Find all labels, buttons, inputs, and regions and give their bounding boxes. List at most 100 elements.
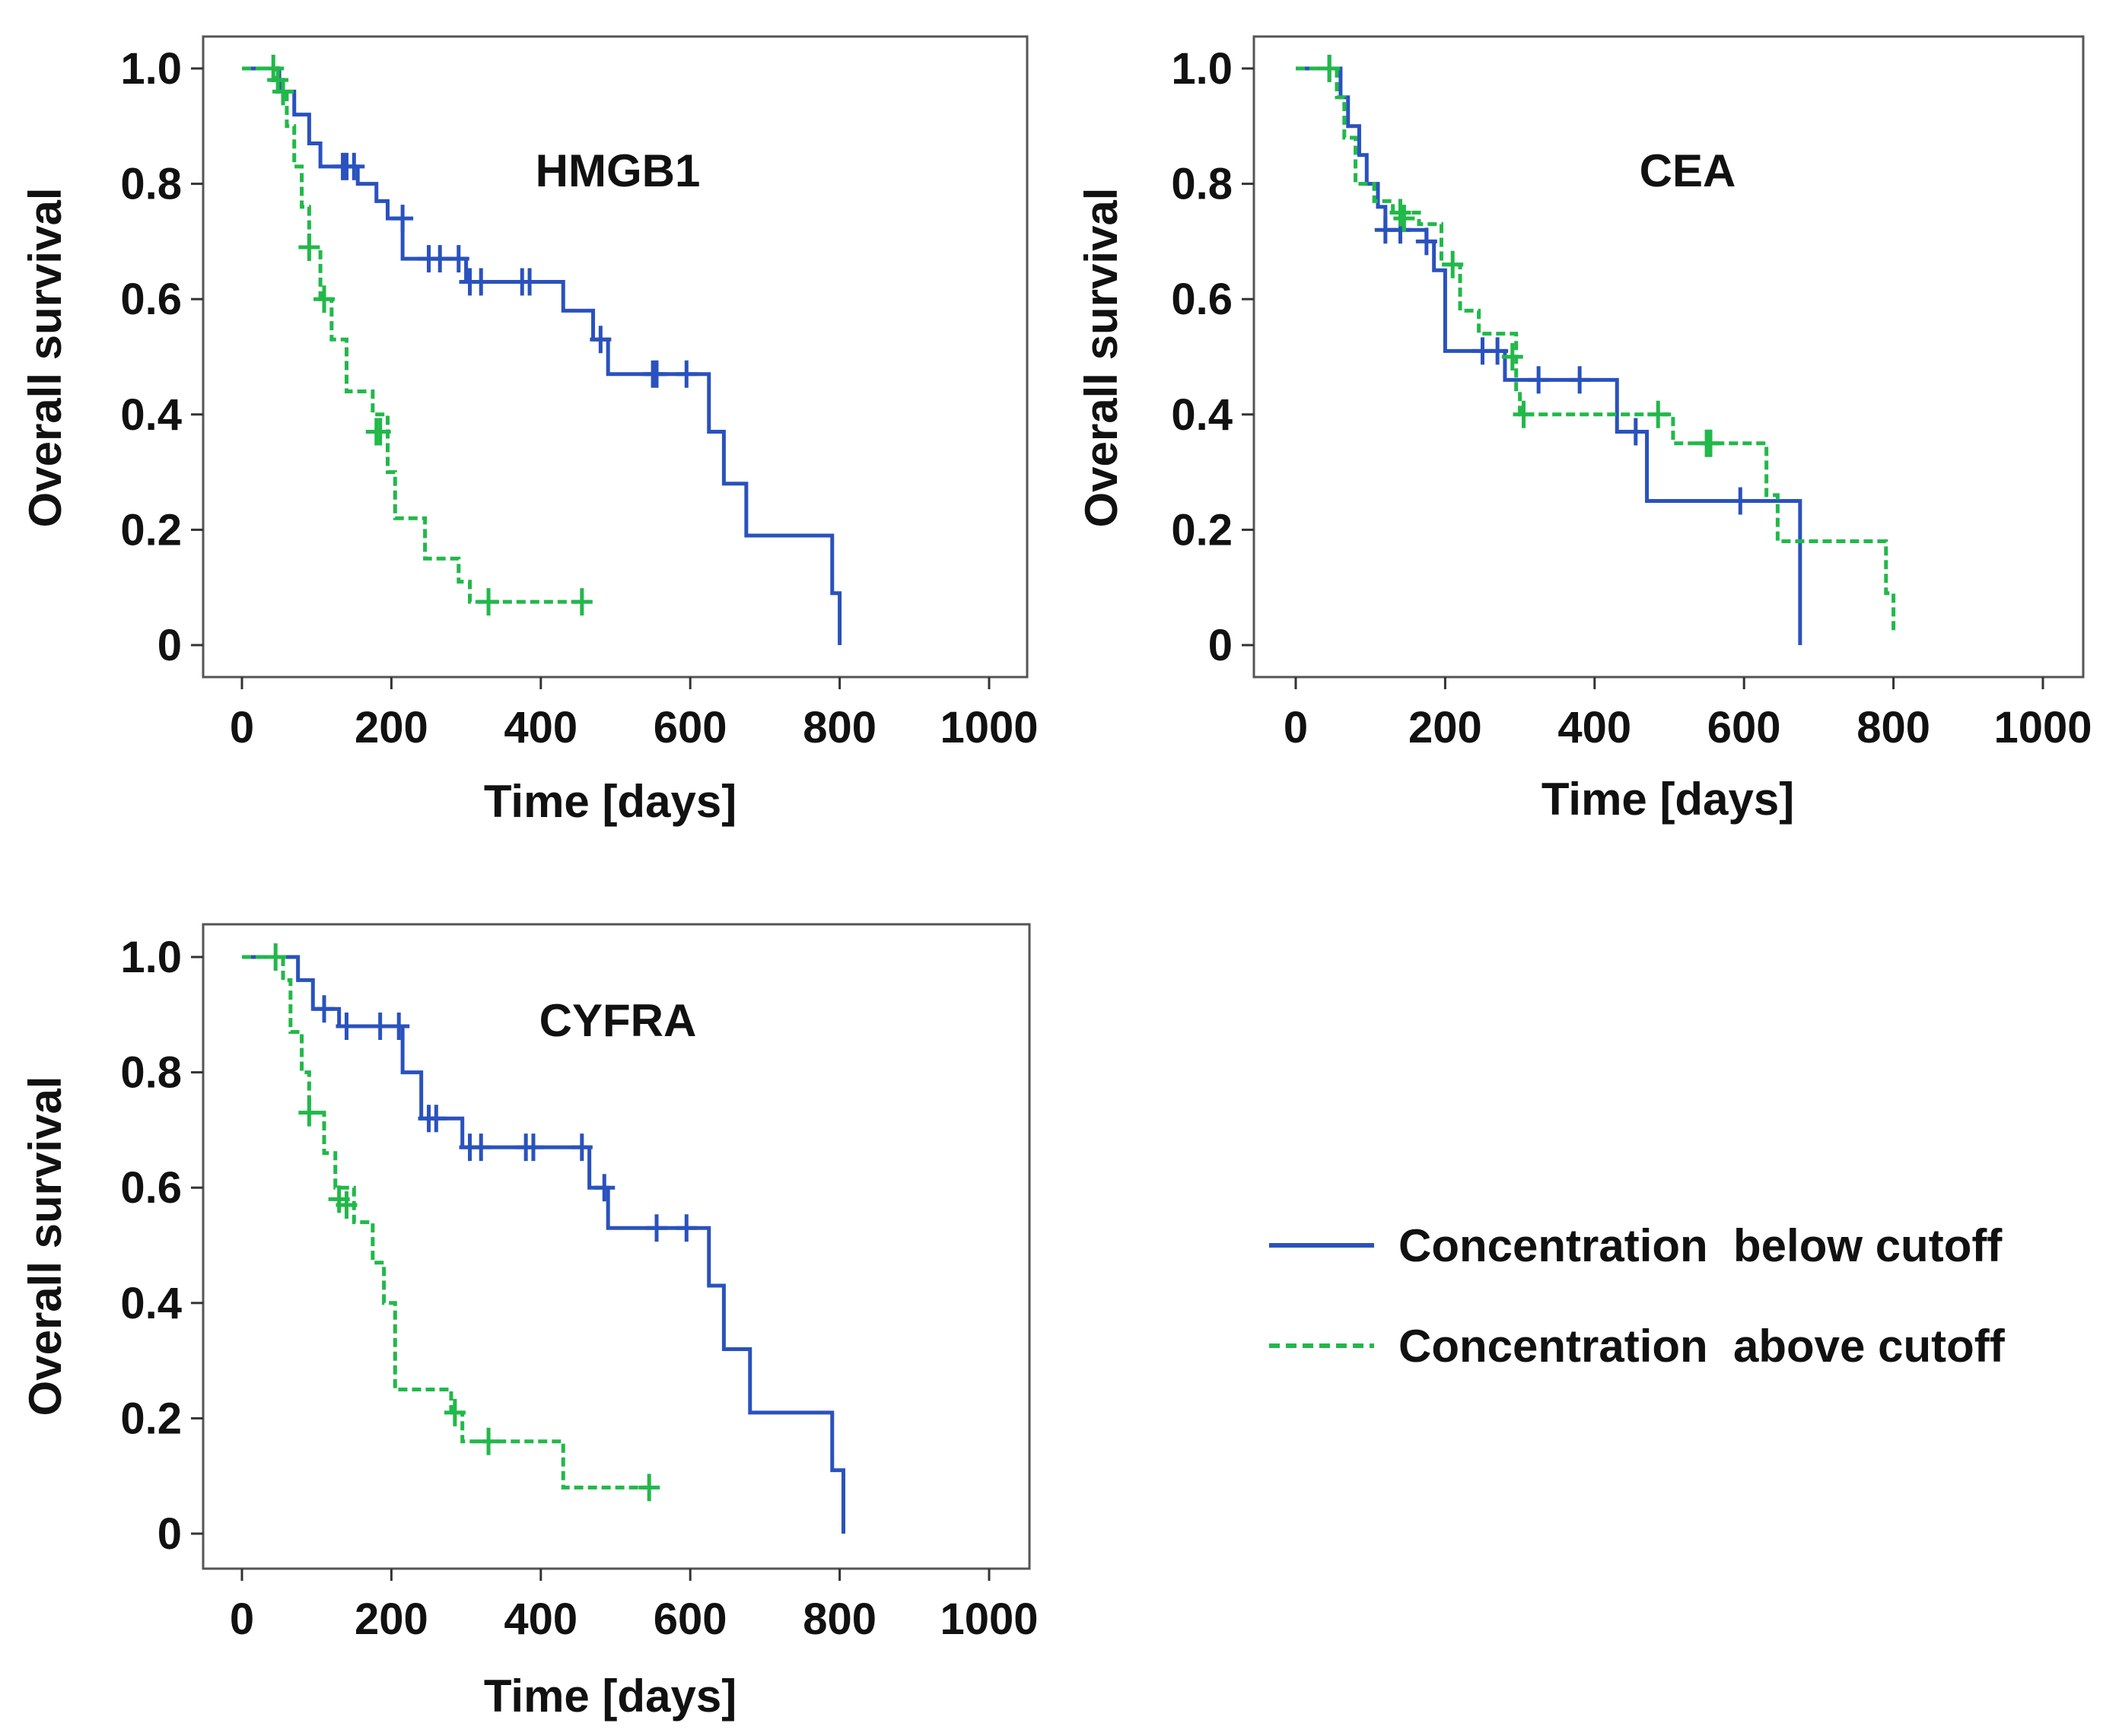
legend: Concentration below cutoff Concentration… xyxy=(1269,1220,2006,1372)
censor-mark-below xyxy=(369,1012,391,1040)
axis-ticks: 0 200 400 600 800 1000 0 0.2 0.4 0.6 0.8 1.0 xyxy=(120,933,1038,1644)
y-axis-title: Overall survival xyxy=(20,188,71,528)
axis-ticks: 0 200 400 600 800 1000 0 0.2 0.4 0.6 0.8 1.0 xyxy=(120,44,1038,752)
km-curves xyxy=(242,55,842,645)
censor-mark-above xyxy=(298,233,320,261)
censor-mark-above xyxy=(1513,400,1535,428)
censor-mark-below xyxy=(646,360,668,388)
panel-cea: 0 200 400 600 800 1000 0 0.2 0.4 0.6 0.8 1.0 CEA Ti… xyxy=(1076,35,2092,825)
censor-mark-below xyxy=(1487,337,1509,365)
x-tick-label: 0 xyxy=(230,1595,254,1644)
plot-frame xyxy=(202,923,1031,1570)
x-axis-title: Time [days] xyxy=(484,776,737,827)
x-axis-title: Time [days] xyxy=(484,1671,737,1722)
censor-mark-below xyxy=(522,1133,544,1162)
y-tick-label: 0.4 xyxy=(120,1279,182,1328)
censor-mark-above xyxy=(265,943,287,971)
x-tick-label: 400 xyxy=(504,703,577,752)
censor-mark-below xyxy=(590,326,612,354)
censor-mark-below xyxy=(519,268,541,296)
censor-mark-above xyxy=(444,1398,466,1426)
censor-mark-below xyxy=(1528,366,1550,394)
censor-mark-above xyxy=(336,1191,358,1219)
x-tick-label: 600 xyxy=(654,703,727,752)
series-line-above xyxy=(242,66,590,604)
x-tick-label: 0 xyxy=(1284,703,1308,752)
censor-mark-below xyxy=(429,245,451,273)
x-tick-label: 1000 xyxy=(1993,703,2092,752)
censor-mark-above xyxy=(1393,205,1415,233)
censor-mark-below xyxy=(1624,418,1646,446)
censor-mark-above xyxy=(1319,55,1341,82)
y-axis-title: Overall survival xyxy=(20,1076,71,1416)
censor-mark-below xyxy=(676,1214,698,1242)
censor-mark-below xyxy=(470,268,492,296)
y-tick-label: 0.6 xyxy=(1171,275,1233,324)
censor-mark-below xyxy=(425,1105,447,1133)
y-tick-label: 0.8 xyxy=(1171,160,1233,209)
x-tick-label: 200 xyxy=(355,703,428,752)
censor-mark-above xyxy=(262,55,285,82)
y-tick-label: 0.6 xyxy=(120,275,182,324)
censor-mark-above xyxy=(571,588,593,616)
plot-frame xyxy=(202,35,1029,679)
censor-mark-below xyxy=(392,205,414,233)
censor-mark-below xyxy=(336,1012,358,1040)
censor-mark-below xyxy=(1729,487,1751,515)
plot-frame xyxy=(1252,35,2085,679)
censor-mark-below xyxy=(343,152,365,180)
y-tick-label: 0.8 xyxy=(120,160,182,209)
censor-mark-below xyxy=(593,1174,616,1202)
y-tick-label: 1.0 xyxy=(1171,44,1233,94)
x-tick-label: 600 xyxy=(1707,703,1781,752)
y-axis-title: Overall survival xyxy=(1076,188,1127,528)
censor-mark-above xyxy=(1501,343,1523,370)
legend-label-above: Concentration above cutoff xyxy=(1398,1321,2006,1372)
y-tick-label: 0.6 xyxy=(120,1163,182,1213)
y-tick-label: 0.8 xyxy=(120,1048,182,1098)
x-axis-title: Time [days] xyxy=(1541,774,1794,825)
y-tick-label: 0 xyxy=(1208,621,1233,670)
x-tick-label: 800 xyxy=(1856,703,1930,752)
censor-mark-above xyxy=(369,418,391,446)
panel-title: CEA xyxy=(1640,145,1736,196)
x-tick-label: 600 xyxy=(654,1595,727,1644)
x-tick-label: 200 xyxy=(1408,703,1482,752)
censor-mark-above xyxy=(478,1427,500,1455)
y-tick-label: 0.2 xyxy=(1171,505,1233,555)
legend-label-below: Concentration below cutoff xyxy=(1398,1220,2003,1271)
censor-mark-below xyxy=(470,1133,492,1162)
censor-mark-above xyxy=(1442,250,1464,278)
y-tick-label: 0.4 xyxy=(1171,390,1233,440)
censor-mark-above xyxy=(267,66,289,94)
censor-mark-above xyxy=(313,285,336,313)
series-line-above xyxy=(1296,66,1896,634)
y-tick-label: 1.0 xyxy=(120,44,182,94)
x-tick-label: 200 xyxy=(355,1595,428,1644)
x-tick-label: 400 xyxy=(1557,703,1631,752)
axis-ticks: 0 200 400 600 800 1000 0 0.2 0.4 0.6 0.8 1.0 xyxy=(1171,44,2092,752)
x-tick-label: 800 xyxy=(803,1595,877,1644)
x-tick-label: 800 xyxy=(803,703,877,752)
censor-mark-below xyxy=(447,245,469,273)
km-curves xyxy=(1296,55,1896,645)
x-tick-label: 400 xyxy=(504,1595,577,1644)
panel-title: CYFRA xyxy=(539,995,697,1046)
censor-mark-below xyxy=(646,1214,668,1242)
x-tick-label: 1000 xyxy=(940,703,1038,752)
censor-mark-below xyxy=(313,995,336,1023)
censor-mark-above xyxy=(1647,400,1669,428)
y-tick-label: 0 xyxy=(157,1509,182,1559)
censor-mark-above xyxy=(1700,429,1722,457)
censor-mark-above xyxy=(478,588,500,616)
censor-mark-above xyxy=(638,1474,660,1502)
panel-title: HMGB1 xyxy=(536,145,701,196)
x-tick-label: 0 xyxy=(230,703,254,752)
x-tick-label: 1000 xyxy=(940,1595,1038,1644)
censor-mark-below xyxy=(388,1012,410,1040)
y-tick-label: 0.2 xyxy=(120,1394,182,1443)
censor-mark-below xyxy=(1569,366,1591,394)
